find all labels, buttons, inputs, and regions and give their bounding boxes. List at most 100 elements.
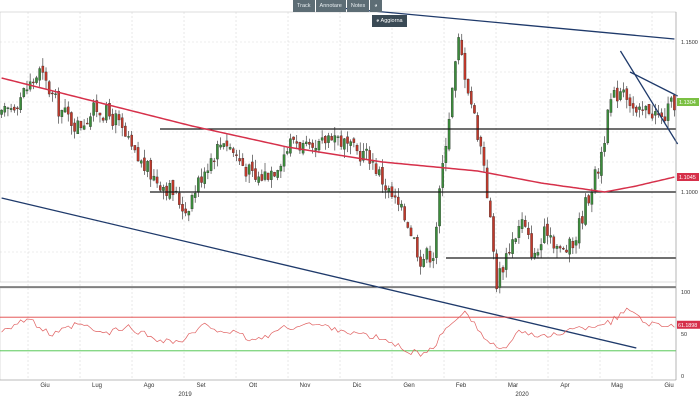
candle-body [619, 91, 622, 100]
candle-body [346, 136, 349, 144]
candle-body [282, 154, 286, 167]
candle-body [111, 113, 114, 126]
candle-body [89, 116, 92, 127]
candle-body [650, 113, 654, 119]
candle-body [285, 151, 289, 154]
candle-body [577, 218, 581, 244]
candle-body [165, 185, 168, 196]
candle-body [501, 267, 505, 273]
last-price-badge [677, 98, 699, 106]
candle-body [86, 122, 89, 125]
year-label: 2020 [515, 392, 529, 398]
candle-body [457, 37, 460, 61]
refresh-button[interactable]: ◕ Aggiorna [372, 15, 407, 27]
track-button[interactable]: Track [293, 0, 315, 12]
candle-body [343, 138, 346, 150]
candle-body [485, 167, 489, 199]
levels-layer [150, 128, 676, 259]
zoom-button[interactable]: ◕ [370, 0, 382, 12]
candle-body [120, 117, 124, 128]
trendline [1, 197, 637, 349]
candle-body [108, 103, 111, 117]
candle-body [209, 158, 213, 171]
candle-body [124, 125, 127, 137]
candle-body [273, 171, 276, 177]
candle-body [95, 100, 99, 112]
candle-body [260, 174, 264, 181]
year-label: 2019 [178, 392, 192, 398]
candle-body [190, 195, 194, 210]
candle-body [0, 109, 3, 115]
annotate-button[interactable]: Annotare [315, 0, 346, 12]
candle-body [219, 144, 222, 148]
axis-layer: 1.1500 1.1000 1.1304 1.1045 100 50 0 61.1898 Giu… [0, 12, 700, 398]
candle-body [22, 88, 26, 97]
candle-body [212, 160, 216, 163]
trendline [619, 50, 679, 145]
candle-body [539, 244, 543, 251]
x-tick-label: Mar [508, 383, 518, 389]
candle-body [555, 245, 559, 249]
candle-body [628, 97, 632, 106]
candle-body [324, 135, 327, 144]
candle-body [203, 171, 206, 184]
candle-body [168, 183, 172, 199]
x-tick-label: Dic [353, 383, 362, 389]
candle-body [641, 109, 644, 111]
candle-body [101, 117, 105, 121]
candle-body [412, 237, 416, 239]
candle-body [593, 169, 597, 190]
candle-body [308, 142, 311, 145]
candle-body [251, 161, 254, 171]
x-tick-label: Nov [300, 383, 311, 389]
candle-body [339, 135, 343, 147]
candle-body [32, 81, 35, 84]
candle-body [301, 143, 305, 154]
candle-body [263, 171, 267, 180]
candle-body [596, 171, 600, 174]
candle-body [13, 106, 16, 111]
candle-body [533, 252, 537, 259]
candle-body [289, 138, 292, 154]
candle-body [508, 252, 511, 254]
candle-body [419, 256, 422, 267]
rsi-tick-label: 0 [681, 374, 684, 380]
candle-body [181, 204, 184, 212]
candle-body [666, 103, 670, 121]
candle-body [425, 248, 429, 260]
candle-body [336, 136, 340, 138]
candle-body [365, 148, 368, 151]
candle-body [644, 106, 648, 111]
candles-layer [0, 33, 676, 294]
candle-body [616, 87, 619, 102]
candle-body [438, 188, 441, 227]
x-tick-label: Ago [144, 383, 155, 389]
candle-body [171, 180, 175, 196]
candle-body [428, 250, 432, 263]
candle-body [565, 249, 568, 253]
candle-body [314, 147, 318, 151]
candle-body [232, 148, 235, 153]
candle-body [295, 141, 299, 144]
candle-body [44, 71, 48, 81]
candle-body [635, 106, 638, 113]
candle-body [574, 240, 578, 246]
candle-body [400, 203, 403, 208]
candle-body [244, 166, 248, 177]
candle-body [447, 118, 451, 150]
candle-body [38, 68, 41, 81]
candle-body [117, 114, 121, 121]
candle-body [57, 90, 60, 117]
candle-body [320, 137, 324, 141]
trend-layer [1, 5, 679, 349]
notes-button[interactable]: Notes [346, 0, 370, 12]
candle-body [358, 151, 362, 162]
x-tick-label: Lug [92, 383, 102, 389]
rsi-value-label: 61.1898 [678, 323, 697, 329]
candle-body [441, 163, 444, 188]
moving-average-badge [677, 173, 699, 181]
trendline [629, 71, 678, 97]
candle-body [622, 89, 625, 93]
candle-body [79, 120, 83, 129]
candle-body [495, 253, 498, 290]
